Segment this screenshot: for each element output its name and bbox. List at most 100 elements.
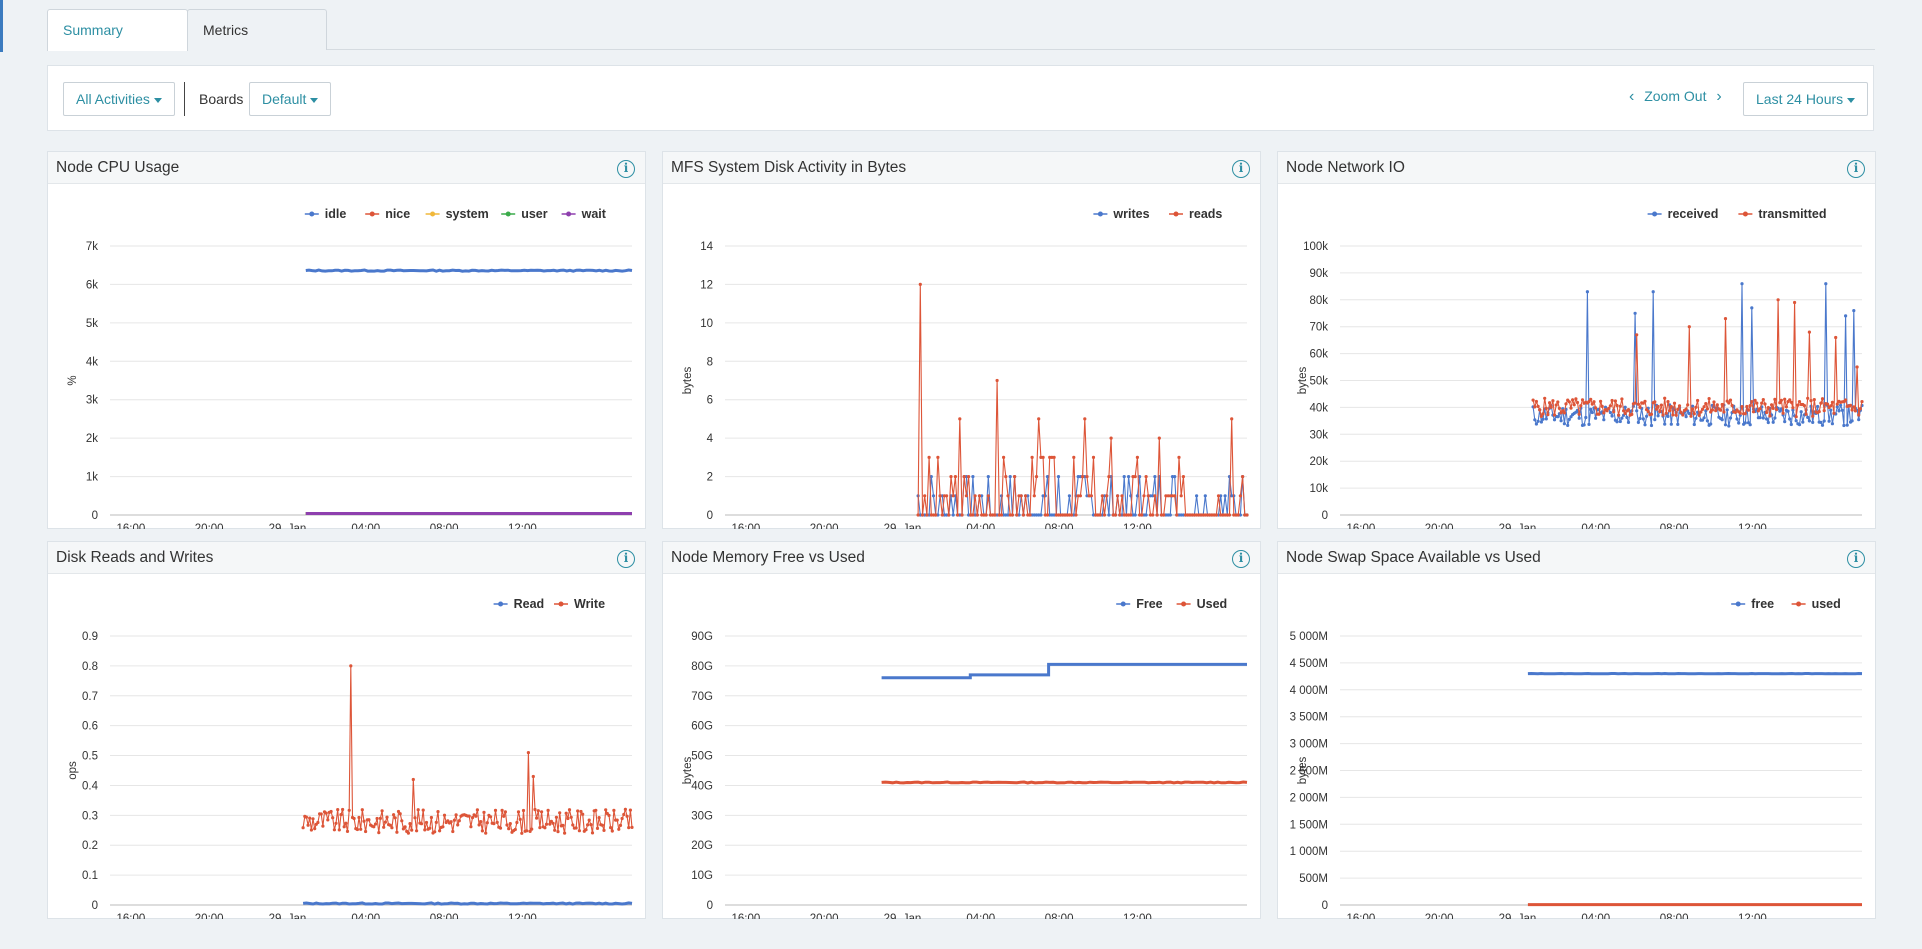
info-icon[interactable]: i: [1232, 550, 1250, 568]
y-tick-label: 0: [92, 510, 98, 522]
data-point: [918, 282, 922, 286]
data-point: [1771, 420, 1775, 424]
data-point: [1539, 414, 1543, 418]
data-point: [1666, 400, 1670, 404]
data-point: [997, 513, 1001, 517]
data-point: [1811, 420, 1815, 424]
data-point: [1852, 309, 1856, 313]
y-axis-label: bytes: [1297, 757, 1309, 785]
data-point: [1052, 455, 1056, 459]
data-point: [1705, 419, 1709, 423]
data-point: [929, 475, 933, 479]
data-point: [530, 827, 534, 831]
data-point: [1597, 412, 1601, 416]
data-point: [1569, 406, 1573, 410]
data-point: [301, 826, 305, 830]
data-point: [1556, 415, 1560, 419]
data-point: [1010, 513, 1014, 517]
data-point: [1802, 404, 1806, 408]
data-point: [1600, 404, 1604, 408]
data-point: [1078, 494, 1082, 498]
x-tick-label: 29. Jan: [269, 913, 307, 919]
data-point: [1789, 400, 1793, 404]
data-point: [1562, 411, 1566, 415]
data-point: [1552, 413, 1557, 417]
series-line-Write: [302, 665, 633, 835]
data-point: [918, 513, 922, 517]
chevron-right-icon[interactable]: ›: [1716, 88, 1722, 105]
activities-label: All Activities: [76, 91, 150, 107]
data-point: [1034, 513, 1039, 517]
data-point: [1679, 410, 1683, 414]
data-point: [388, 823, 392, 827]
data-point: [1140, 513, 1144, 517]
data-point: [1809, 399, 1813, 403]
data-point: [1590, 402, 1594, 406]
data-point: [627, 826, 631, 830]
legend-label: Write: [574, 597, 605, 611]
y-tick-label: 50G: [691, 751, 713, 763]
data-point: [1750, 306, 1754, 310]
x-tick-label: 12:00: [1738, 523, 1767, 529]
legend-label: idle: [325, 207, 347, 221]
data-point: [1603, 405, 1608, 409]
data-point: [1144, 475, 1148, 479]
data-point: [986, 494, 990, 498]
panel-header: Disk Reads and Writes i: [48, 542, 645, 574]
data-point: [604, 808, 608, 812]
data-point: [1131, 475, 1135, 479]
boards-dropdown[interactable]: Default: [249, 82, 332, 116]
data-point: [929, 513, 933, 517]
data-point: [1030, 455, 1034, 459]
data-point: [956, 513, 960, 517]
info-icon[interactable]: i: [1847, 160, 1865, 178]
data-point: [1635, 333, 1639, 337]
tab-summary[interactable]: Summary: [47, 9, 188, 51]
data-point: [436, 810, 440, 814]
data-point: [1668, 409, 1672, 413]
board-value: Default: [262, 91, 307, 107]
x-tick-label: 08:00: [1045, 523, 1074, 529]
data-point: [623, 807, 628, 811]
legend-item-used: used: [1791, 597, 1841, 611]
data-point: [1133, 513, 1137, 517]
data-point: [1546, 413, 1550, 417]
data-point: [1155, 513, 1159, 517]
zoom-out-button[interactable]: Zoom Out: [1644, 88, 1707, 104]
data-point: [1541, 417, 1545, 421]
data-point: [1738, 411, 1742, 415]
data-point: [1840, 408, 1844, 412]
info-icon[interactable]: i: [617, 550, 635, 568]
info-icon[interactable]: i: [617, 160, 635, 178]
activities-dropdown[interactable]: All Activities: [63, 82, 175, 116]
data-point: [1541, 412, 1545, 416]
data-point: [1829, 404, 1833, 408]
data-point: [1056, 475, 1061, 479]
tab-metrics[interactable]: Metrics: [187, 9, 327, 50]
info-icon[interactable]: i: [1847, 550, 1865, 568]
data-point: [1116, 494, 1120, 498]
data-point: [518, 817, 522, 821]
data-point: [1835, 405, 1839, 409]
data-point: [1100, 494, 1104, 498]
data-point: [531, 774, 535, 779]
data-point: [375, 816, 379, 821]
x-tick-label: 29. Jan: [884, 913, 922, 919]
data-point: [1635, 409, 1639, 413]
y-tick-label: 0: [1322, 900, 1328, 912]
data-point: [1844, 314, 1848, 318]
data-point: [1195, 513, 1199, 517]
data-point: [1723, 317, 1728, 321]
data-point: [1594, 406, 1598, 410]
time-range-dropdown[interactable]: Last 24 Hours: [1743, 82, 1869, 116]
legend-item-idle: idle: [304, 207, 347, 221]
chart-disk-reads-writes: 0 0.1 0.2 0.3 0.4 0.5 0.6 0.7 0.8 0.9 16:00 20:00 29…: [67, 597, 634, 919]
data-point: [607, 813, 611, 817]
info-icon[interactable]: i: [1232, 160, 1250, 178]
chevron-left-icon[interactable]: ‹: [1629, 88, 1635, 105]
data-point: [1534, 422, 1538, 426]
data-point: [1806, 396, 1810, 400]
y-tick-label: 20k: [1309, 456, 1328, 468]
data-point: [1216, 513, 1221, 517]
chart-network-io: 0 10k 20k 30k 40k 50k 60k 70k 80k 90k 100k 16:00 20:…: [1297, 207, 1864, 529]
